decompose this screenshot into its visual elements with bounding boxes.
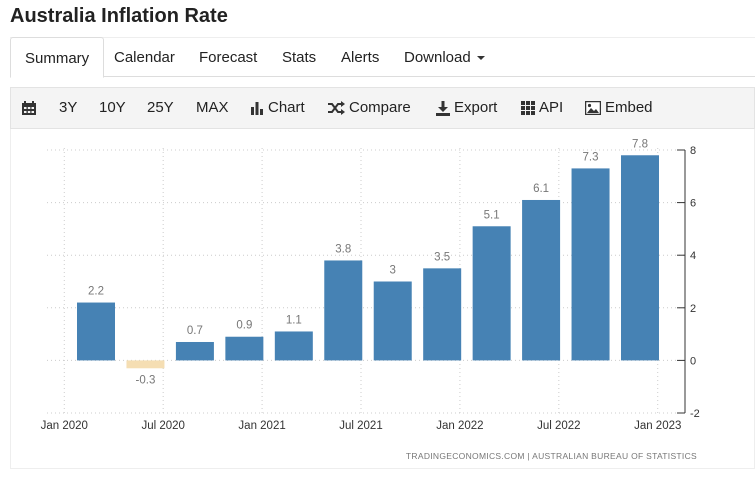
tab-stats[interactable]: Stats — [282, 49, 317, 66]
tab-forecast[interactable]: Forecast — [199, 49, 258, 66]
tab-calendar[interactable]: Calendar — [114, 49, 175, 66]
download-icon — [436, 100, 450, 116]
range-3y-button[interactable]: 3Y — [59, 99, 78, 116]
tab-alerts[interactable]: Alerts — [341, 49, 380, 66]
chart-container — [10, 129, 755, 469]
bar-chart-icon — [251, 102, 263, 116]
range-10y-button[interactable]: 10Y — [99, 99, 126, 116]
tab-summary[interactable]: Summary — [10, 37, 105, 78]
chart-type-label: Chart — [268, 99, 305, 116]
chart-toolbar: 3Y 10Y 25Y MAX Chart Compare Export API — [10, 87, 755, 129]
compare-label: Compare — [349, 99, 411, 116]
embed-button[interactable]: Embed — [585, 88, 653, 128]
grid-icon — [521, 101, 535, 116]
page-title: Australia Inflation Rate — [10, 5, 228, 27]
caret-down-icon — [476, 56, 485, 61]
export-label: Export — [454, 99, 498, 116]
tab-download[interactable]: Download — [390, 37, 499, 78]
tab-bar: Summary Calendar Forecast Stats Alerts D… — [10, 37, 755, 78]
date-range-button[interactable] — [21, 88, 41, 128]
shuffle-icon — [328, 101, 345, 116]
tab-download-label: Download — [404, 49, 471, 66]
calendar-icon — [22, 101, 36, 116]
api-button[interactable]: API — [521, 88, 563, 128]
image-icon — [585, 101, 601, 116]
range-max-button[interactable]: MAX — [196, 99, 229, 116]
range-25y-button[interactable]: 25Y — [147, 99, 174, 116]
compare-button[interactable]: Compare — [327, 88, 411, 128]
embed-label: Embed — [605, 99, 653, 116]
chart-type-button[interactable]: Chart — [250, 88, 305, 128]
export-button[interactable]: Export — [436, 88, 497, 128]
api-label: API — [539, 99, 564, 116]
